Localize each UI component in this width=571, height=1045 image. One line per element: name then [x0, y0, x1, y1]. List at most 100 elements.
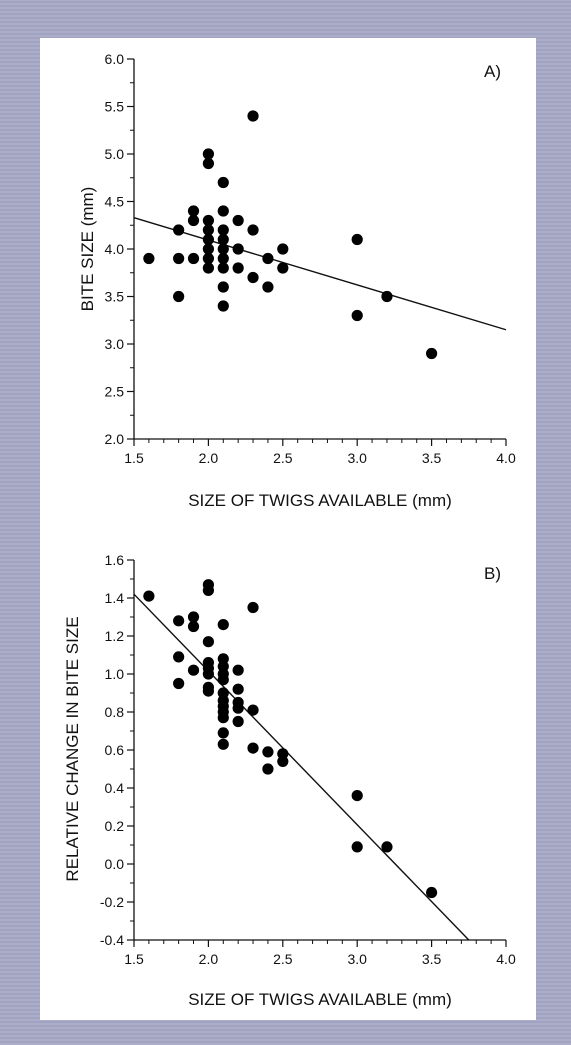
x-tick-label-a: 3.0 [347, 450, 367, 466]
x-tick-label-a: 4.0 [496, 450, 516, 466]
data-point-b [232, 664, 244, 676]
y-tick-label-b: 0.6 [105, 742, 125, 758]
data-point-a [232, 214, 244, 227]
data-point-a [217, 176, 229, 189]
data-point-b [232, 715, 244, 728]
panel-label-a: A) [484, 62, 501, 81]
x-tick-label-a: 1.5 [124, 450, 144, 466]
data-point-b [217, 674, 229, 686]
data-point-b [187, 620, 200, 633]
data-point-a [217, 281, 229, 293]
data-point-b [277, 755, 289, 768]
y-tick-label-b: 0.2 [105, 818, 125, 834]
data-point-a [173, 252, 185, 265]
y-tick-label-a: 3.5 [105, 289, 125, 305]
data-point-a [143, 252, 155, 265]
data-point-a [262, 281, 274, 293]
data-point-a [202, 262, 214, 274]
data-point-a [381, 290, 393, 303]
data-point-a [277, 262, 289, 274]
y-tick-label-b: 1.2 [105, 628, 125, 644]
data-point-b [351, 790, 363, 802]
x-tick-label-b: 1.5 [124, 951, 144, 967]
data-point-a [217, 262, 229, 274]
figure-panel [40, 38, 536, 1020]
data-point-a [202, 157, 214, 170]
data-point-a [232, 262, 244, 274]
y-tick-label-b: 1.6 [105, 552, 125, 568]
data-point-a [202, 233, 214, 246]
x-tick-label-b: 2.5 [273, 951, 293, 967]
chart-b: B) SIZE OF TWIGS AVAILABLE (mm) RELATIVE… [63, 552, 516, 1009]
data-point-a [202, 214, 214, 227]
data-point-a [247, 224, 259, 236]
y-tick-label-a: 4.0 [105, 241, 125, 257]
y-tick-label-b: 0.4 [105, 780, 125, 796]
data-point-a [202, 243, 214, 255]
data-point-a [277, 243, 289, 255]
data-point-b [232, 702, 244, 714]
regression-line-b [133, 593, 470, 941]
data-point-b [202, 685, 214, 697]
x-tick-label-b: 2.0 [199, 951, 219, 967]
y-tick-label-b: -0.4 [100, 932, 124, 948]
data-point-a [217, 243, 229, 255]
data-point-b [217, 738, 229, 750]
data-point-a [351, 233, 363, 246]
data-point-b [426, 886, 438, 899]
data-point-b [262, 746, 274, 758]
data-point-b [217, 727, 229, 739]
data-point-b [202, 636, 214, 648]
data-point-b [202, 584, 214, 597]
x-tick-label-b: 4.0 [496, 951, 516, 967]
y-tick-label-a: 6.0 [105, 51, 125, 67]
data-point-b [173, 651, 185, 663]
data-point-a [217, 300, 229, 312]
data-point-a [247, 271, 259, 284]
data-point-b [247, 742, 259, 754]
data-point-b [262, 763, 274, 775]
data-point-a [173, 224, 185, 236]
y-tick-label-a: 3.0 [105, 336, 125, 352]
data-point-a [202, 252, 214, 265]
data-point-b [187, 664, 200, 676]
data-point-b [381, 841, 393, 853]
data-point-a [187, 214, 200, 227]
y-tick-label-a: 2.0 [105, 431, 125, 447]
data-point-a [217, 252, 229, 265]
data-point-b [232, 683, 244, 695]
data-point-a [426, 347, 438, 360]
data-point-b [202, 668, 214, 680]
data-point-a [262, 252, 274, 265]
data-point-a [217, 224, 229, 236]
data-point-a [187, 252, 200, 265]
panel-label-b: B) [484, 564, 501, 583]
data-point-b [247, 704, 259, 716]
data-point-a [351, 309, 363, 322]
y-tick-label-a: 4.5 [105, 194, 125, 210]
data-point-a [187, 205, 200, 217]
x-tick-label-a: 2.5 [273, 450, 293, 466]
y-axis-label-b: RELATIVE CHANGE IN BITE SIZE [63, 616, 82, 881]
y-tick-label-a: 2.5 [105, 384, 125, 400]
data-point-b [217, 619, 229, 631]
data-point-a [217, 205, 229, 217]
x-tick-label-b: 3.0 [347, 951, 367, 967]
data-point-b [217, 712, 229, 724]
y-tick-label-b: -0.2 [100, 894, 124, 910]
x-tick-label-a: 2.0 [199, 450, 219, 466]
y-tick-label-b: 1.0 [105, 666, 125, 682]
y-tick-label-a: 5.5 [105, 99, 125, 115]
x-tick-label-a: 3.5 [422, 450, 442, 466]
data-point-a [202, 148, 214, 160]
y-tick-label-a: 5.0 [105, 146, 125, 162]
data-point-b [351, 841, 363, 853]
data-point-a [247, 110, 259, 122]
data-point-a [173, 290, 185, 303]
regression-line-a [133, 216, 507, 331]
data-point-b [187, 611, 200, 623]
x-axis-label-a: SIZE OF TWIGS AVAILABLE (mm) [188, 491, 452, 510]
data-point-b [247, 601, 259, 614]
chart-a: A) SIZE OF TWIGS AVAILABLE (mm) BITE SIZ… [78, 51, 516, 510]
